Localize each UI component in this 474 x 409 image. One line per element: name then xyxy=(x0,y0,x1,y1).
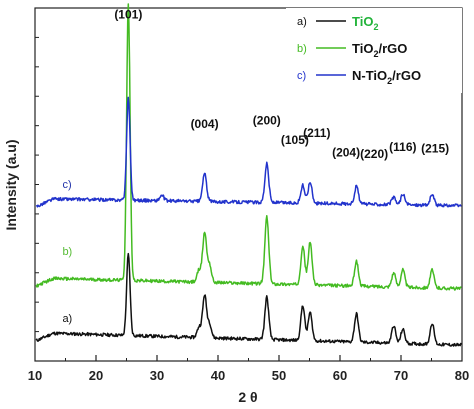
series-tag-3: c) xyxy=(62,179,71,191)
x-tick-label: 60 xyxy=(333,368,347,383)
legend-tag-1: a) xyxy=(297,16,307,28)
peak-label-3: (105) xyxy=(281,133,309,147)
peak-label-2: (200) xyxy=(253,113,281,127)
legend-label-1: TiO2 xyxy=(352,14,378,32)
series-line-1 xyxy=(35,252,463,347)
legend-label-3: N-TiO2/rGO xyxy=(352,68,421,86)
x-tick-label: 10 xyxy=(28,368,42,383)
x-tick-label: 30 xyxy=(150,368,164,383)
legend-label-2: TiO2/rGO xyxy=(352,41,407,59)
peak-label-4: (211) xyxy=(303,126,330,140)
peak-label-7: (116) xyxy=(389,140,416,154)
x-tick-label: 50 xyxy=(272,368,286,383)
x-tick-label: 40 xyxy=(211,368,225,383)
peak-label-1: (004) xyxy=(191,117,219,131)
legend: a) TiO2 b) TiO2/rGO c) N-TiO2/rGO xyxy=(286,8,462,93)
x-tick-label: 70 xyxy=(394,368,408,383)
x-axis-title: 2 θ xyxy=(238,389,257,405)
x-tick-label: 20 xyxy=(89,368,103,383)
x-tick-label: 80 xyxy=(455,368,469,383)
series-line-2 xyxy=(35,3,462,291)
y-axis-title: Intensity (a.u) xyxy=(3,139,19,230)
series-line-3 xyxy=(36,96,462,208)
peak-label-8: (215) xyxy=(421,142,449,156)
series-tag-1: a) xyxy=(62,313,72,325)
peak-label-0: (101) xyxy=(114,8,142,22)
peak-label-5: (204) xyxy=(332,145,360,159)
series-tag-2: b) xyxy=(62,246,72,258)
legend-tag-3: c) xyxy=(297,70,306,82)
legend-box xyxy=(286,8,462,93)
peak-label-6: (220) xyxy=(360,147,388,161)
legend-tag-2: b) xyxy=(297,43,307,55)
